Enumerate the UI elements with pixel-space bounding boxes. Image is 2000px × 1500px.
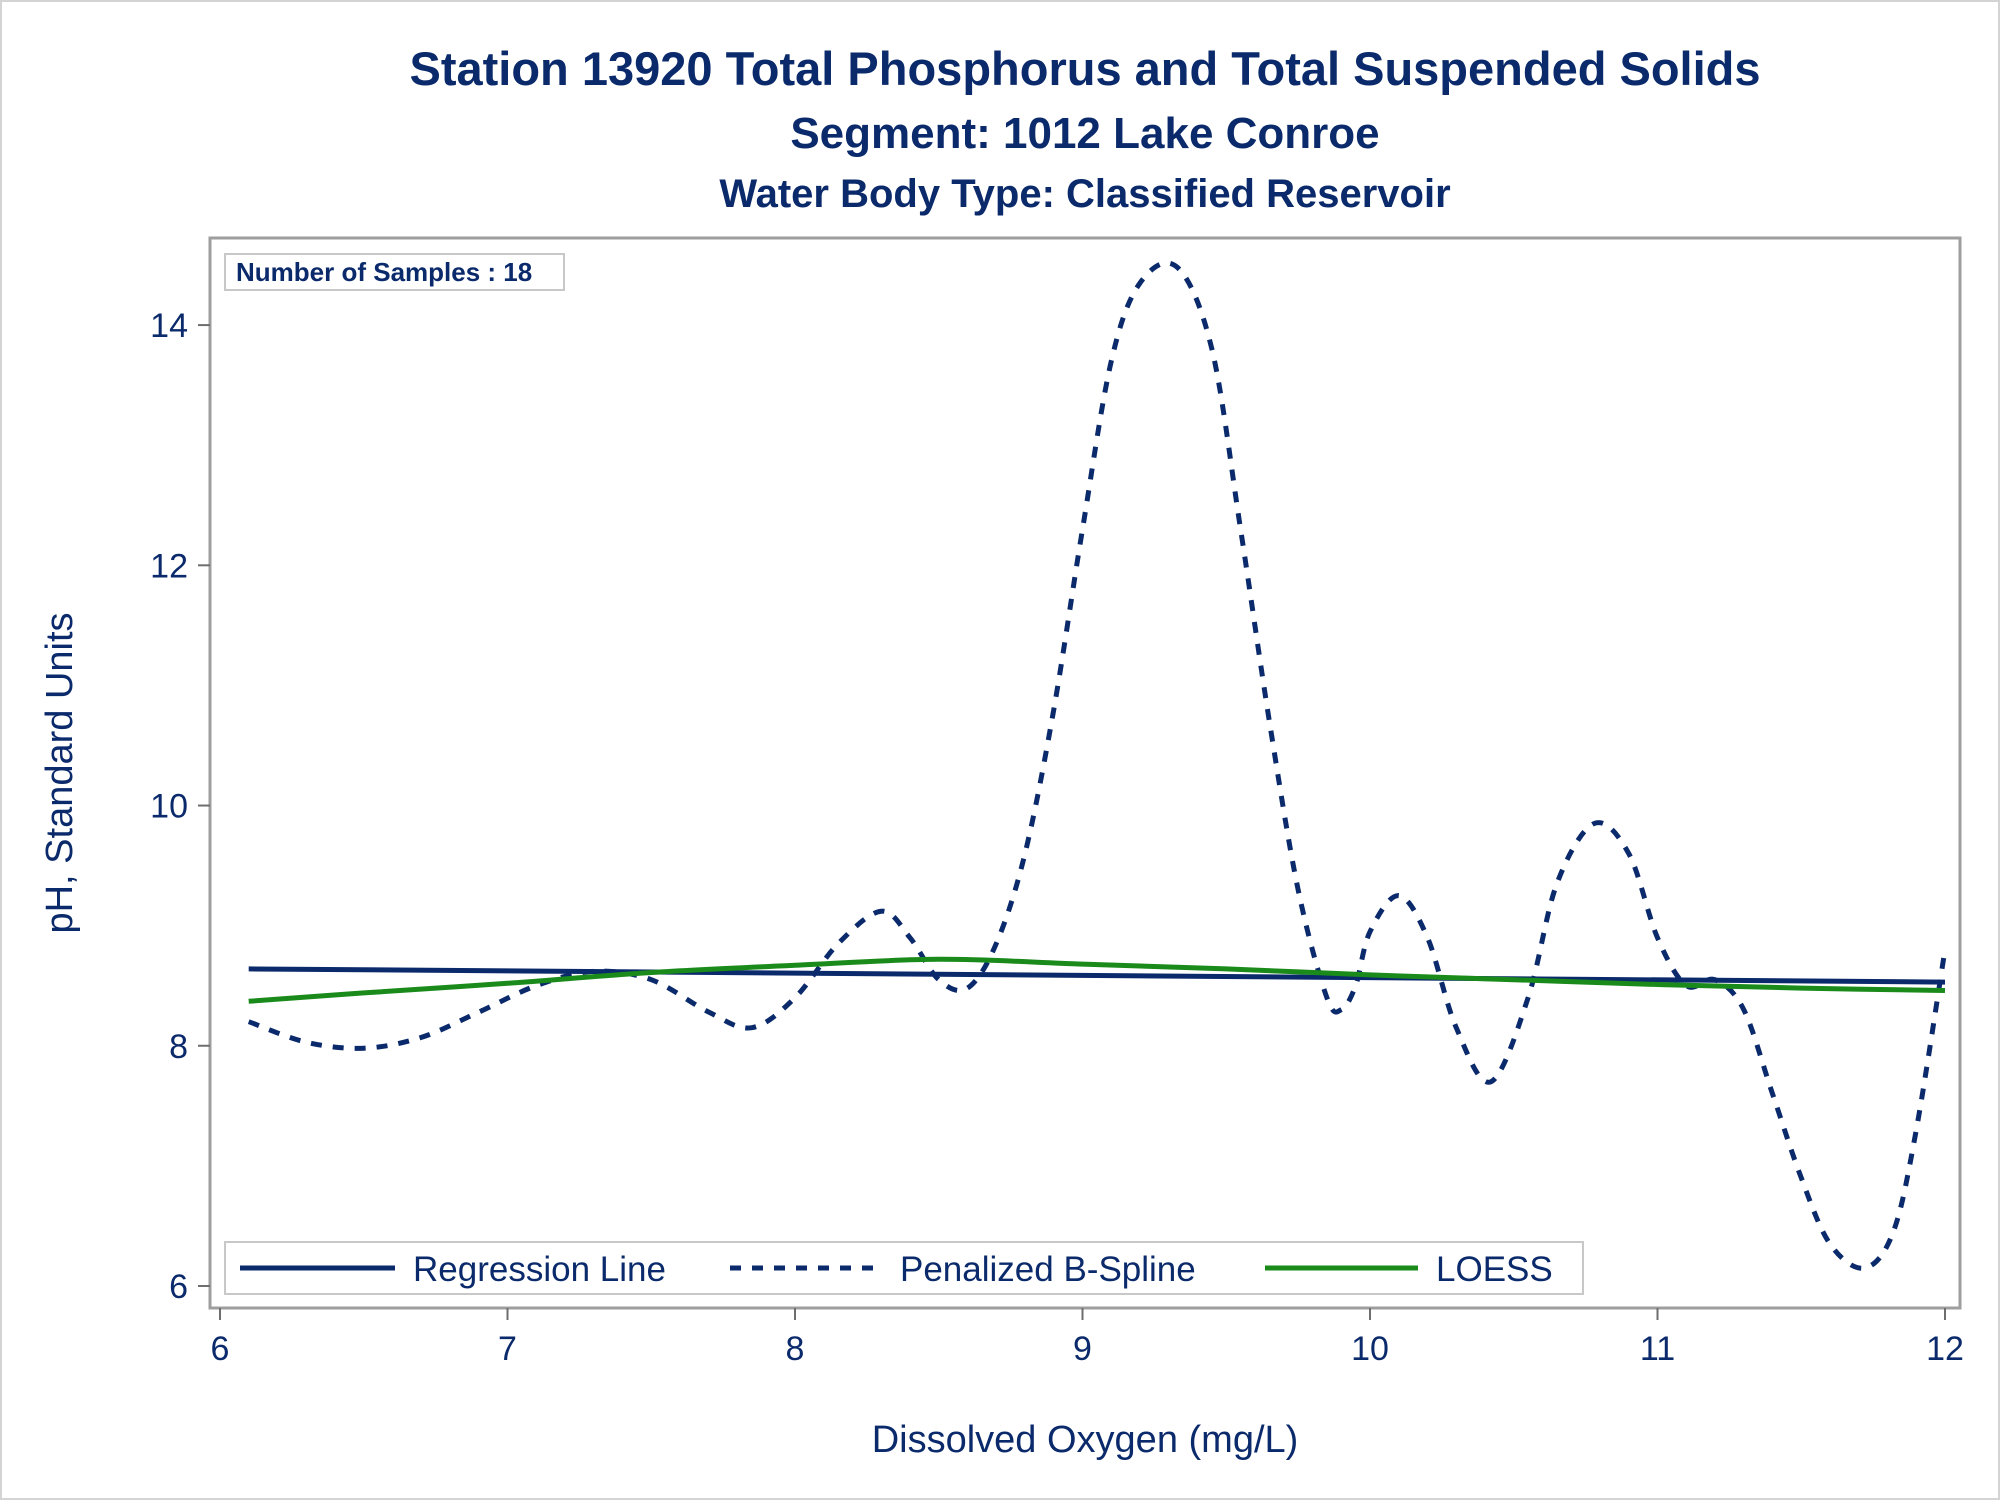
series-regression-line bbox=[248, 966, 1946, 985]
x-tick-label: 6 bbox=[211, 1330, 230, 1368]
x-tick-label: 12 bbox=[1926, 1330, 1964, 1368]
sample-count-box bbox=[224, 253, 565, 291]
x-tick-label: 10 bbox=[1351, 1330, 1389, 1368]
x-axis-label: Dissolved Oxygen (mg/L) bbox=[872, 1419, 1299, 1461]
chart-title: Station 13920 Total Phosphorus and Total… bbox=[410, 42, 1761, 95]
series-loess bbox=[248, 956, 1946, 1004]
chart-subtitle-2: Water Body Type: Classified Reservoir bbox=[719, 172, 1450, 216]
chart-subtitle: Segment: 1012 Lake Conroe bbox=[790, 109, 1379, 158]
plot-area bbox=[208, 236, 1962, 1310]
series-layer bbox=[247, 260, 1948, 1271]
y-tick-label: 10 bbox=[150, 788, 188, 826]
y-tick-label: 14 bbox=[150, 307, 188, 345]
y-tick-label: 8 bbox=[169, 1028, 188, 1066]
x-tick-label: 11 bbox=[1640, 1330, 1675, 1368]
x-tick-label: 7 bbox=[498, 1330, 517, 1368]
x-tick-label: 9 bbox=[1073, 1330, 1092, 1368]
y-tick-label: 12 bbox=[150, 547, 188, 585]
x-tick-label: 8 bbox=[786, 1330, 805, 1368]
axis-ticks: 6 7 8 9 10 11 12 6 8 10 12 14 bbox=[150, 307, 1964, 1368]
legend-label-loess: LOESS bbox=[1436, 1250, 1553, 1289]
y-tick-label: 6 bbox=[169, 1268, 188, 1306]
series-penalized-b-spline bbox=[247, 260, 1948, 1271]
sample-count-label: Number of Samples : 18 bbox=[236, 257, 532, 287]
y-axis-label: pH, Standard Units bbox=[39, 612, 81, 933]
legend-label-spline: Penalized B-Spline bbox=[900, 1250, 1196, 1289]
legend-label-regression: Regression Line bbox=[413, 1250, 666, 1289]
